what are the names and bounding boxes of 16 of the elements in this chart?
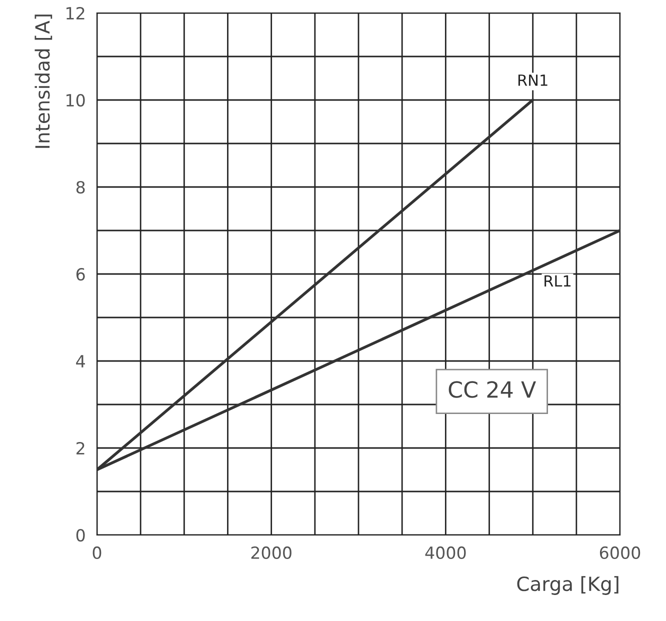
x-tick-label: 6000 <box>600 546 640 560</box>
series-label: RL1 <box>544 275 571 287</box>
y-tick-label: 6 <box>76 268 85 281</box>
y-tick-label: 10 <box>66 94 85 107</box>
x-tick-label: 0 <box>92 546 102 560</box>
series-label: RN1 <box>518 74 548 86</box>
x-tick-label: 4000 <box>425 546 466 560</box>
y-tick-label: 4 <box>76 355 85 368</box>
y-tick-label: 2 <box>76 442 84 454</box>
y-axis-title: Intensidad [A] <box>34 14 52 148</box>
x-tick-label: 2000 <box>251 546 292 560</box>
y-tick-label: 8 <box>76 180 85 194</box>
y-tick-label: 12 <box>66 6 84 20</box>
y-tick-label: 0 <box>76 528 85 542</box>
x-axis-title: Carga [Kg] <box>517 576 618 595</box>
annotation: CC 24 V <box>448 381 536 398</box>
